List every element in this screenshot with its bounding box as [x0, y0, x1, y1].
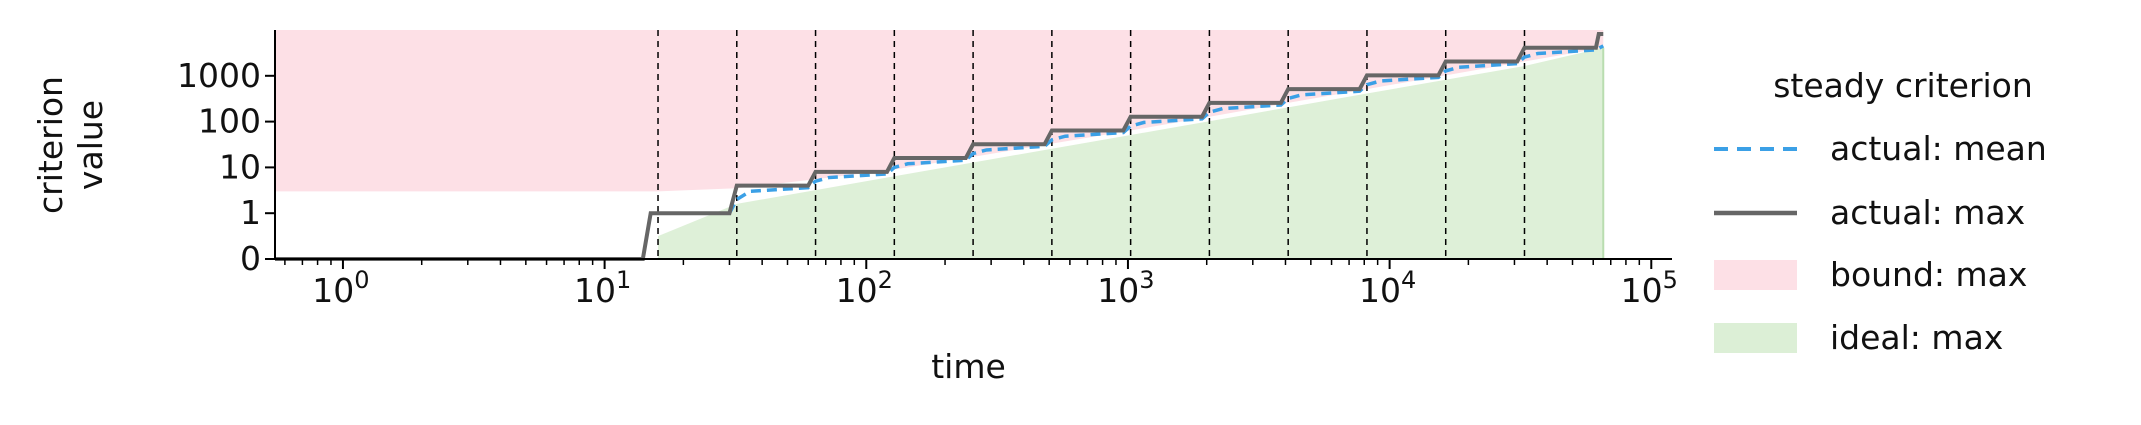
legend: steady criterion actual: mean actual: max b… — [1714, 66, 2047, 357]
legend-label: actual: mean — [1830, 129, 2047, 168]
x-tick-label: 102 — [836, 266, 893, 310]
x-tick-label: 101 — [574, 266, 631, 310]
x-tick-label: 105 — [1621, 266, 1678, 310]
actual-max-line — [275, 31, 1604, 261]
y-axis-label-line2: value — [71, 100, 110, 190]
y-tick-label: 1000 — [177, 56, 261, 95]
legend-label: bound: max — [1830, 255, 2027, 294]
actual-mean-line — [727, 44, 1605, 215]
y-tick-label: 100 — [198, 102, 261, 141]
legend-title: steady criterion — [1773, 66, 2033, 105]
y-tick-label: 10 — [219, 147, 261, 186]
legend-swatch-ideal-max — [1714, 323, 1797, 353]
y-axis-label-line1: criterion — [31, 76, 70, 214]
y-tick-label: 1 — [240, 193, 261, 232]
x-tick-label: 100 — [312, 266, 369, 310]
fill-layer — [275, 30, 1605, 260]
legend-swatch-bound-max — [1714, 260, 1797, 290]
x-tick-label: 104 — [1359, 266, 1416, 310]
x-tick-label: 103 — [1097, 266, 1154, 310]
vline-layer — [657, 30, 1526, 259]
y-tick-label: 0 — [240, 239, 261, 278]
legend-label: actual: max — [1830, 193, 2025, 232]
x-axis-label: time — [931, 347, 1006, 386]
bound-max-band — [275, 30, 1604, 192]
legend-label: ideal: max — [1830, 318, 2003, 357]
line-layer — [275, 31, 1605, 261]
axes: 100 101 102 103 104 105 0 1 10 100 1000 time criteri… — [31, 30, 1678, 386]
